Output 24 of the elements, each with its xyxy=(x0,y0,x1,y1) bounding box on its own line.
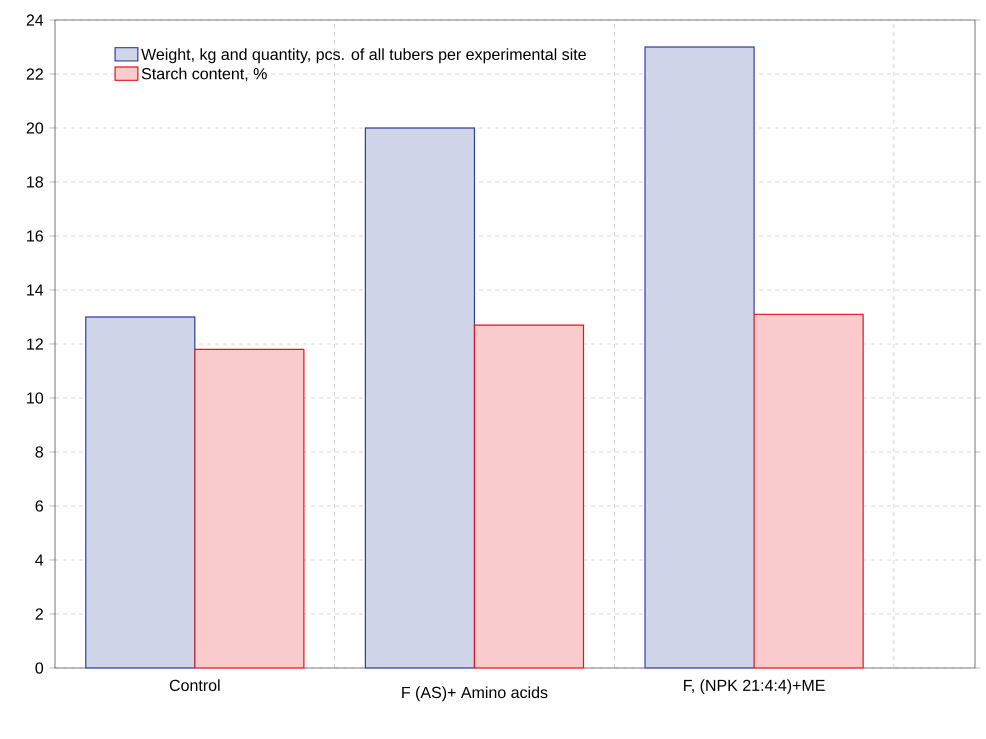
y-tick-label: 10 xyxy=(27,392,44,404)
y-tick-label: 14 xyxy=(27,284,44,296)
y-tick-label: 8 xyxy=(36,446,44,458)
legend-label: Starch content, % xyxy=(142,68,267,82)
x-tick-label: F, (NPK 21:4:4)+ME xyxy=(684,679,825,694)
bar xyxy=(85,316,196,669)
y-tick-label: 6 xyxy=(36,500,44,512)
bar xyxy=(474,324,584,669)
y-tick-label: 16 xyxy=(27,230,44,242)
y-tick-label: 4 xyxy=(35,554,44,566)
y-tick-label: 24 xyxy=(26,14,44,26)
x-tick-label: F (AS)+ Amino acids xyxy=(402,686,548,702)
legend-label: Weight, kg and quantity, pcs. of all tubers per experimental site xyxy=(141,48,586,64)
y-tick-label: 0 xyxy=(35,662,44,674)
y-tick-label: 12 xyxy=(27,338,43,350)
x-tick-label: Control xyxy=(170,679,220,692)
y-tick-label: 18 xyxy=(27,176,44,188)
bar xyxy=(194,348,304,669)
bar xyxy=(753,314,864,669)
bar xyxy=(364,127,476,669)
y-tick-label: 22 xyxy=(26,68,43,80)
y-tick-label: 20 xyxy=(26,122,44,134)
y-tick-label: 2 xyxy=(36,608,43,620)
bar xyxy=(644,46,755,669)
